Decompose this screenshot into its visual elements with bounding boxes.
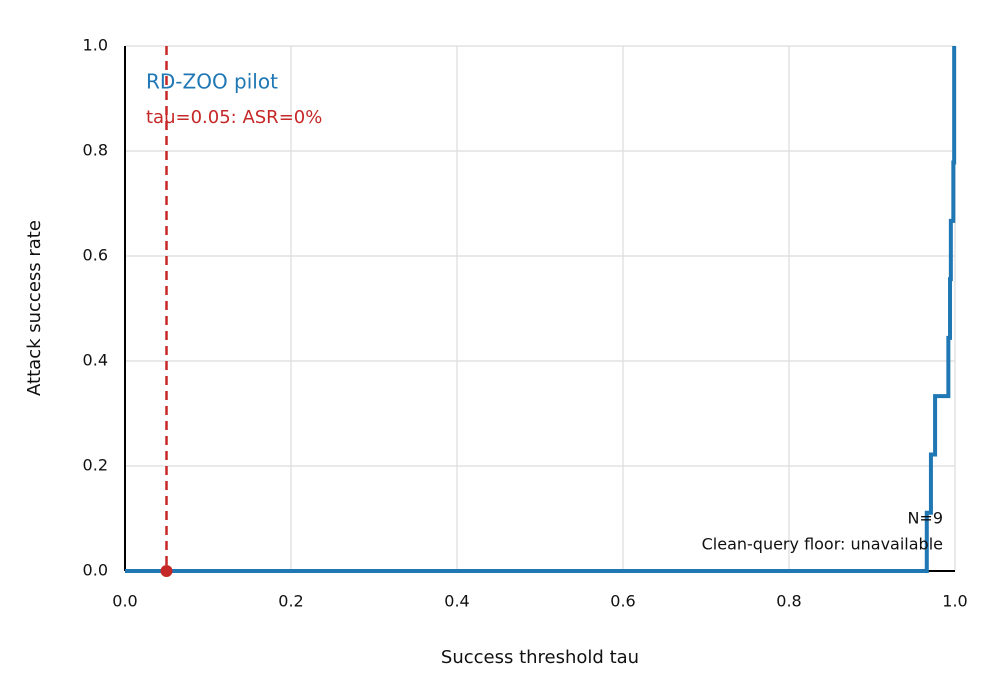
threshold-marker [160, 565, 173, 577]
threshold-label: tau=0.05: ASR=0% [146, 107, 322, 128]
x-tick-label: 0.4 [444, 592, 469, 611]
step-line [125, 46, 957, 573]
x-tick-label: 0.8 [776, 592, 801, 611]
y-tick-label: 0.2 [83, 456, 108, 475]
y-tick-label: 0.6 [83, 246, 108, 265]
x-tick-label: 1.0 [942, 592, 967, 611]
y-tick-label: 0.4 [83, 351, 108, 370]
x-axis-title: Success threshold tau [441, 647, 639, 668]
y-tick-label: 0.8 [83, 141, 108, 160]
annotation: Clean-query floor: unavailable [702, 535, 943, 554]
y-axis-title: Attack success rate [24, 220, 45, 396]
y-tick-label: 1.0 [83, 36, 108, 55]
x-tick-label: 0.0 [112, 592, 137, 611]
y-tick-label: 0.0 [83, 561, 108, 580]
x-tick-label: 0.6 [610, 592, 635, 611]
x-tick-label: 0.2 [278, 592, 303, 611]
legend-label: RD-ZOO pilot [146, 70, 278, 94]
annotation: N=9 [907, 509, 943, 528]
